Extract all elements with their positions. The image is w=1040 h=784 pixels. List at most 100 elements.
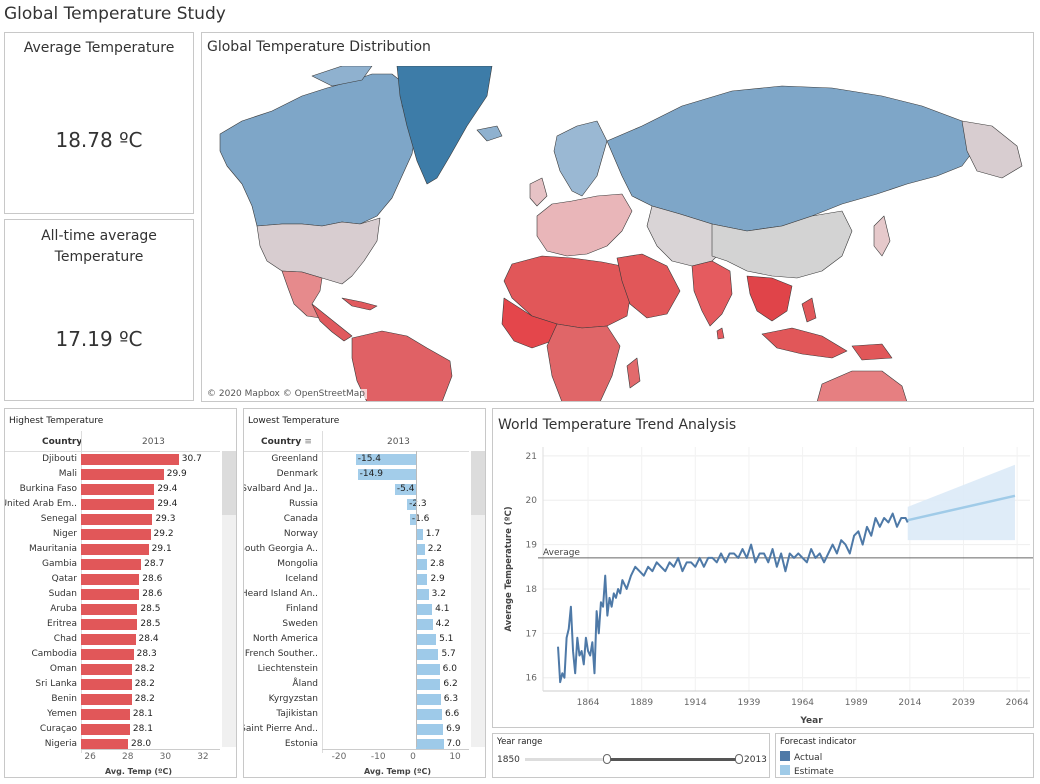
bar[interactable] bbox=[416, 649, 439, 660]
bar[interactable] bbox=[416, 679, 441, 690]
table-row[interactable]: Svalbard And Ja.. -5.4 bbox=[244, 482, 471, 497]
bar[interactable] bbox=[81, 559, 142, 570]
table-row[interactable]: Aruba 28.5 bbox=[5, 602, 222, 617]
table-row[interactable]: Russia -2.3 bbox=[244, 497, 471, 512]
region-scandinavia bbox=[553, 120, 608, 197]
highest-country-header[interactable]: Country bbox=[42, 437, 83, 447]
country-label: Tajikistan bbox=[276, 709, 318, 719]
table-row[interactable]: Liechtenstein 6.0 bbox=[244, 662, 471, 677]
table-row[interactable]: Mauritania 29.1 bbox=[5, 542, 222, 557]
bar[interactable] bbox=[416, 694, 441, 705]
table-row[interactable]: Eritrea 28.5 bbox=[5, 617, 222, 632]
bar[interactable] bbox=[81, 739, 128, 750]
table-row[interactable]: Sudan 28.6 bbox=[5, 587, 222, 602]
bar[interactable] bbox=[409, 514, 417, 525]
table-row[interactable]: North America 5.1 bbox=[244, 632, 471, 647]
table-row[interactable]: Sweden 4.2 bbox=[244, 617, 471, 632]
table-row[interactable]: Åland 6.2 bbox=[244, 677, 471, 692]
bar[interactable] bbox=[81, 514, 153, 525]
table-row[interactable]: Sri Lanka 28.2 bbox=[5, 677, 222, 692]
table-row[interactable]: Mongolia 2.8 bbox=[244, 557, 471, 572]
bar[interactable] bbox=[81, 454, 179, 465]
bar[interactable] bbox=[81, 484, 155, 495]
highest-scroll-thumb[interactable] bbox=[222, 451, 236, 515]
bar[interactable] bbox=[81, 574, 140, 585]
bar[interactable] bbox=[416, 634, 437, 645]
bar[interactable] bbox=[416, 724, 444, 735]
table-row[interactable]: French Souther.. 5.7 bbox=[244, 647, 471, 662]
bar[interactable] bbox=[81, 724, 130, 735]
bar[interactable] bbox=[416, 664, 440, 675]
table-row[interactable]: Greenland -15.4 bbox=[244, 452, 471, 467]
bar[interactable] bbox=[416, 529, 423, 540]
table-row[interactable]: Benin 28.2 bbox=[5, 692, 222, 707]
table-row[interactable]: Senegal 29.3 bbox=[5, 512, 222, 527]
legend-item-actual[interactable]: Actual bbox=[780, 751, 822, 763]
bar[interactable] bbox=[416, 559, 428, 570]
table-row[interactable]: Estonia 7.0 bbox=[244, 737, 471, 752]
bar[interactable] bbox=[81, 499, 155, 510]
table-row[interactable]: Cambodia 28.3 bbox=[5, 647, 222, 662]
bar[interactable] bbox=[81, 544, 149, 555]
bar[interactable] bbox=[416, 544, 425, 555]
bar[interactable] bbox=[81, 469, 164, 480]
table-row[interactable]: Niger 29.2 bbox=[5, 527, 222, 542]
bar[interactable] bbox=[81, 664, 132, 675]
bar-value-label: 29.4 bbox=[157, 484, 178, 494]
bar[interactable] bbox=[416, 604, 433, 615]
highest-axis-title: Avg. Temp (ºC) bbox=[105, 767, 173, 776]
bar[interactable] bbox=[81, 709, 130, 720]
table-row[interactable]: Curaçao 28.1 bbox=[5, 722, 222, 737]
bar[interactable] bbox=[407, 499, 417, 510]
table-row[interactable]: Chad 28.4 bbox=[5, 632, 222, 647]
table-row[interactable]: Nigeria 28.0 bbox=[5, 737, 222, 752]
table-row[interactable]: Gambia 28.7 bbox=[5, 557, 222, 572]
table-row[interactable]: United Arab Em.. 29.4 bbox=[5, 497, 222, 512]
bar[interactable] bbox=[81, 589, 140, 600]
bar[interactable] bbox=[416, 589, 429, 600]
table-row[interactable]: Mali 29.9 bbox=[5, 467, 222, 482]
world-map[interactable] bbox=[202, 66, 1034, 402]
bar[interactable] bbox=[416, 709, 442, 720]
bar[interactable] bbox=[81, 634, 136, 645]
highest-scrollbar[interactable] bbox=[222, 451, 236, 747]
table-row[interactable]: Iceland 2.9 bbox=[244, 572, 471, 587]
table-row[interactable]: Tajikistan 6.6 bbox=[244, 707, 471, 722]
map-credit[interactable]: © 2020 Mapbox © OpenStreetMap bbox=[205, 389, 367, 399]
table-row[interactable]: Norway 1.7 bbox=[244, 527, 471, 542]
table-row[interactable]: Canada -1.6 bbox=[244, 512, 471, 527]
trend-chart[interactable]: 16 17 18 19 20 21 1864 1889 1914 1939 1964 1989 2014… bbox=[493, 439, 1034, 727]
table-row[interactable]: Kyrgyzstan 6.3 bbox=[244, 692, 471, 707]
bar[interactable] bbox=[81, 604, 138, 615]
year-range-start-handle[interactable] bbox=[603, 754, 611, 764]
table-row[interactable]: Qatar 28.6 bbox=[5, 572, 222, 587]
year-range-end-handle[interactable] bbox=[735, 754, 743, 764]
bar[interactable] bbox=[416, 739, 444, 750]
bar[interactable] bbox=[81, 679, 132, 690]
sort-icon[interactable]: ≡ bbox=[304, 437, 312, 447]
bar[interactable] bbox=[357, 469, 417, 480]
table-row[interactable]: Djibouti 30.7 bbox=[5, 452, 222, 467]
table-row[interactable]: Finland 4.1 bbox=[244, 602, 471, 617]
bar[interactable] bbox=[416, 619, 433, 630]
bar[interactable] bbox=[355, 454, 417, 465]
bar[interactable] bbox=[81, 619, 138, 630]
table-row[interactable]: Denmark -14.9 bbox=[244, 467, 471, 482]
region-papua bbox=[851, 343, 893, 361]
legend-item-estimate[interactable]: Estimate bbox=[780, 765, 834, 777]
lowest-country-header[interactable]: Country ≡ bbox=[261, 437, 312, 447]
bar[interactable] bbox=[81, 529, 151, 540]
bar[interactable] bbox=[81, 649, 134, 660]
table-row[interactable]: Oman 28.2 bbox=[5, 662, 222, 677]
table-row[interactable]: Saint Pierre And.. 6.9 bbox=[244, 722, 471, 737]
bar[interactable] bbox=[416, 574, 428, 585]
table-row[interactable]: Yemen 28.1 bbox=[5, 707, 222, 722]
bar[interactable] bbox=[394, 484, 417, 495]
lowest-scroll-thumb[interactable] bbox=[471, 451, 485, 515]
table-row[interactable]: Heard Island An.. 3.2 bbox=[244, 587, 471, 602]
table-row[interactable]: South Georgia A.. 2.2 bbox=[244, 542, 471, 557]
bar[interactable] bbox=[81, 694, 132, 705]
lowest-scrollbar[interactable] bbox=[471, 451, 485, 747]
table-row[interactable]: Burkina Faso 29.4 bbox=[5, 482, 222, 497]
country-label: Estonia bbox=[284, 739, 318, 749]
